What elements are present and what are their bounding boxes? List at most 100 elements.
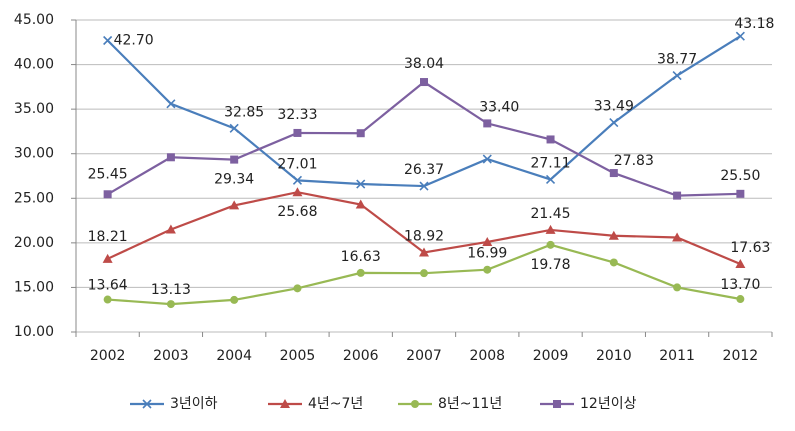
x-tick-label: 2002 — [90, 348, 126, 364]
legend-item: 8년~11년 — [398, 396, 502, 412]
data-label: 33.40 — [479, 99, 519, 115]
data-label: 17.63 — [730, 240, 770, 256]
marker — [546, 135, 555, 144]
data-label: 18.21 — [88, 229, 128, 245]
data-label: 43.18 — [734, 16, 774, 32]
marker — [166, 153, 175, 162]
marker — [411, 400, 419, 408]
series — [103, 31, 745, 191]
data-label: 25.45 — [88, 166, 128, 182]
data-label: 27.11 — [530, 155, 570, 171]
y-tick-label: 10.00 — [14, 324, 54, 340]
marker — [545, 174, 556, 185]
marker — [482, 154, 492, 164]
legend-label: 4년~7년 — [308, 396, 363, 412]
marker — [736, 295, 745, 304]
data-label: 25.50 — [720, 168, 760, 184]
marker — [103, 295, 112, 304]
marker — [609, 118, 619, 128]
data-label: 32.33 — [277, 107, 317, 123]
x-tick-label: 2007 — [406, 348, 442, 364]
data-label: 18.92 — [404, 228, 444, 244]
legend-item: 12년이상 — [540, 396, 637, 412]
y-tick-label: 40.00 — [14, 57, 54, 73]
data-label: 38.77 — [657, 52, 697, 68]
data-label: 26.37 — [404, 162, 444, 178]
marker — [735, 258, 746, 268]
marker — [545, 224, 556, 234]
marker — [292, 175, 303, 185]
y-tick-label: 35.00 — [14, 101, 54, 117]
marker — [673, 191, 682, 200]
series — [103, 78, 745, 200]
marker — [292, 187, 303, 197]
data-label: 13.70 — [720, 277, 760, 293]
legend-label: 3년이하 — [170, 396, 218, 412]
marker — [230, 155, 239, 164]
data-label: 13.13 — [151, 282, 191, 298]
marker — [553, 400, 561, 408]
data-label: 38.04 — [404, 56, 444, 72]
marker — [356, 268, 365, 277]
marker — [229, 200, 240, 210]
x-tick-label: 2010 — [596, 348, 632, 364]
marker — [672, 70, 682, 81]
legend-label: 8년~11년 — [438, 396, 502, 412]
legend-label: 12년이상 — [580, 396, 637, 412]
data-label: 25.68 — [277, 204, 317, 220]
data-label: 19.78 — [530, 257, 570, 273]
x-tick-label: 2005 — [280, 348, 316, 364]
data-label: 13.64 — [88, 278, 128, 294]
marker — [735, 31, 745, 41]
marker — [420, 78, 428, 87]
data-label: 32.85 — [224, 104, 264, 120]
x-tick-label: 2009 — [533, 348, 569, 364]
marker — [293, 284, 302, 293]
data-label: 16.99 — [467, 246, 507, 262]
marker — [229, 123, 239, 133]
marker — [355, 199, 366, 209]
marker — [165, 224, 176, 234]
marker — [420, 269, 428, 278]
data-label: 29.34 — [214, 172, 254, 188]
x-tick-label: 2008 — [469, 348, 505, 364]
y-tick-label: 45.00 — [14, 12, 54, 28]
data-label: 27.83 — [614, 153, 654, 169]
x-tick-label: 2012 — [723, 348, 759, 364]
marker — [673, 283, 682, 292]
series — [103, 240, 745, 309]
marker — [103, 190, 112, 199]
marker — [609, 169, 618, 178]
y-tick-label: 25.00 — [14, 190, 54, 206]
marker — [103, 35, 113, 46]
marker — [483, 119, 492, 128]
marker — [142, 399, 152, 409]
data-label: 16.63 — [341, 249, 381, 265]
y-tick-label: 20.00 — [14, 235, 54, 251]
marker — [293, 128, 302, 137]
marker — [608, 230, 619, 240]
marker — [482, 236, 493, 246]
marker — [230, 295, 239, 304]
y-tick-label: 30.00 — [14, 146, 54, 162]
series — [102, 187, 746, 268]
marker — [166, 99, 176, 109]
legend-item: 4년~7년 — [268, 396, 363, 412]
marker — [280, 399, 290, 408]
marker — [419, 181, 429, 191]
data-label: 21.45 — [530, 206, 570, 222]
x-tick-label: 2006 — [343, 348, 379, 364]
data-label: 27.01 — [277, 156, 317, 172]
data-label: 42.70 — [114, 33, 154, 49]
marker — [166, 300, 175, 309]
data-label: 33.49 — [594, 99, 634, 115]
marker — [736, 189, 745, 198]
marker — [356, 129, 365, 138]
marker — [419, 247, 429, 257]
marker — [609, 258, 618, 267]
marker — [483, 265, 492, 274]
y-tick-label: 15.00 — [14, 279, 54, 295]
x-tick-label: 2003 — [153, 348, 189, 364]
marker — [672, 232, 683, 242]
